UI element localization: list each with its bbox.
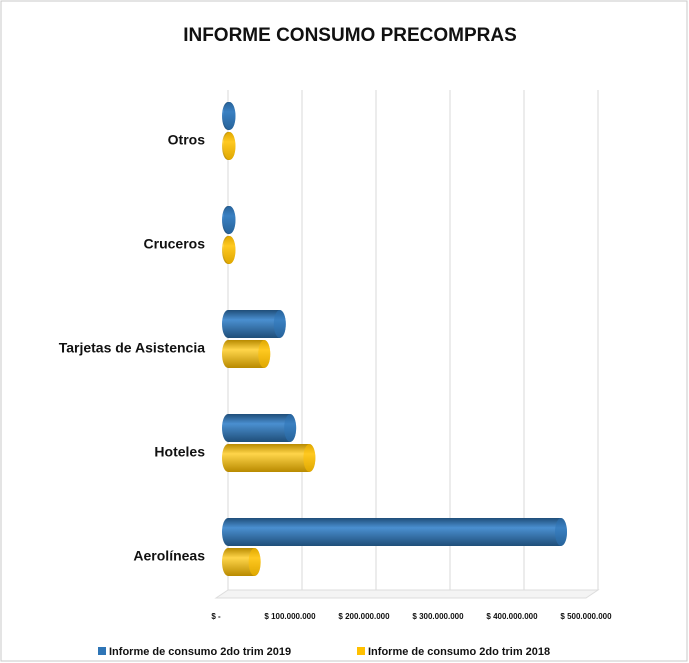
- bar: [222, 310, 286, 339]
- bar: [222, 444, 316, 472]
- y-tick-label: Otros: [168, 132, 206, 148]
- bar: [222, 518, 567, 546]
- bar-cap: [248, 548, 261, 576]
- x-tick-label: $ -: [211, 612, 221, 621]
- bar-cap: [273, 310, 286, 338]
- floor: [214, 589, 600, 599]
- x-tick-label: $ 500.000.000: [560, 612, 612, 621]
- bar-cap: [223, 236, 236, 264]
- bar-cap: [223, 102, 236, 130]
- legend-label: Informe de consumo 2do trim 2019: [109, 646, 291, 658]
- bar-cap: [555, 518, 567, 546]
- bar: [222, 340, 271, 368]
- bar-cap: [303, 444, 316, 472]
- x-tick-label: $ 300.000.000: [412, 612, 464, 621]
- y-tick-label: Aerolíneas: [133, 548, 205, 564]
- bar-cap: [223, 206, 236, 234]
- x-tick-label: $ 400.000.000: [486, 612, 538, 621]
- y-tick-label: Cruceros: [144, 236, 206, 252]
- legend-swatch: [98, 647, 106, 655]
- x-tick-label: $ 200.000.000: [338, 612, 390, 621]
- legend-label: Informe de consumo 2do trim 2018: [368, 646, 550, 658]
- chart-title: INFORME CONSUMO PRECOMPRAS: [183, 25, 517, 46]
- y-tick-label: Tarjetas de Asistencia: [59, 340, 206, 356]
- bar: [222, 414, 297, 442]
- bar-cap: [284, 414, 297, 442]
- y-tick-label: Hoteles: [154, 444, 205, 460]
- bar-cap: [223, 132, 236, 160]
- x-tick-label: $ 100.000.000: [264, 612, 316, 621]
- legend-swatch: [357, 647, 365, 655]
- bar-cap: [258, 340, 271, 368]
